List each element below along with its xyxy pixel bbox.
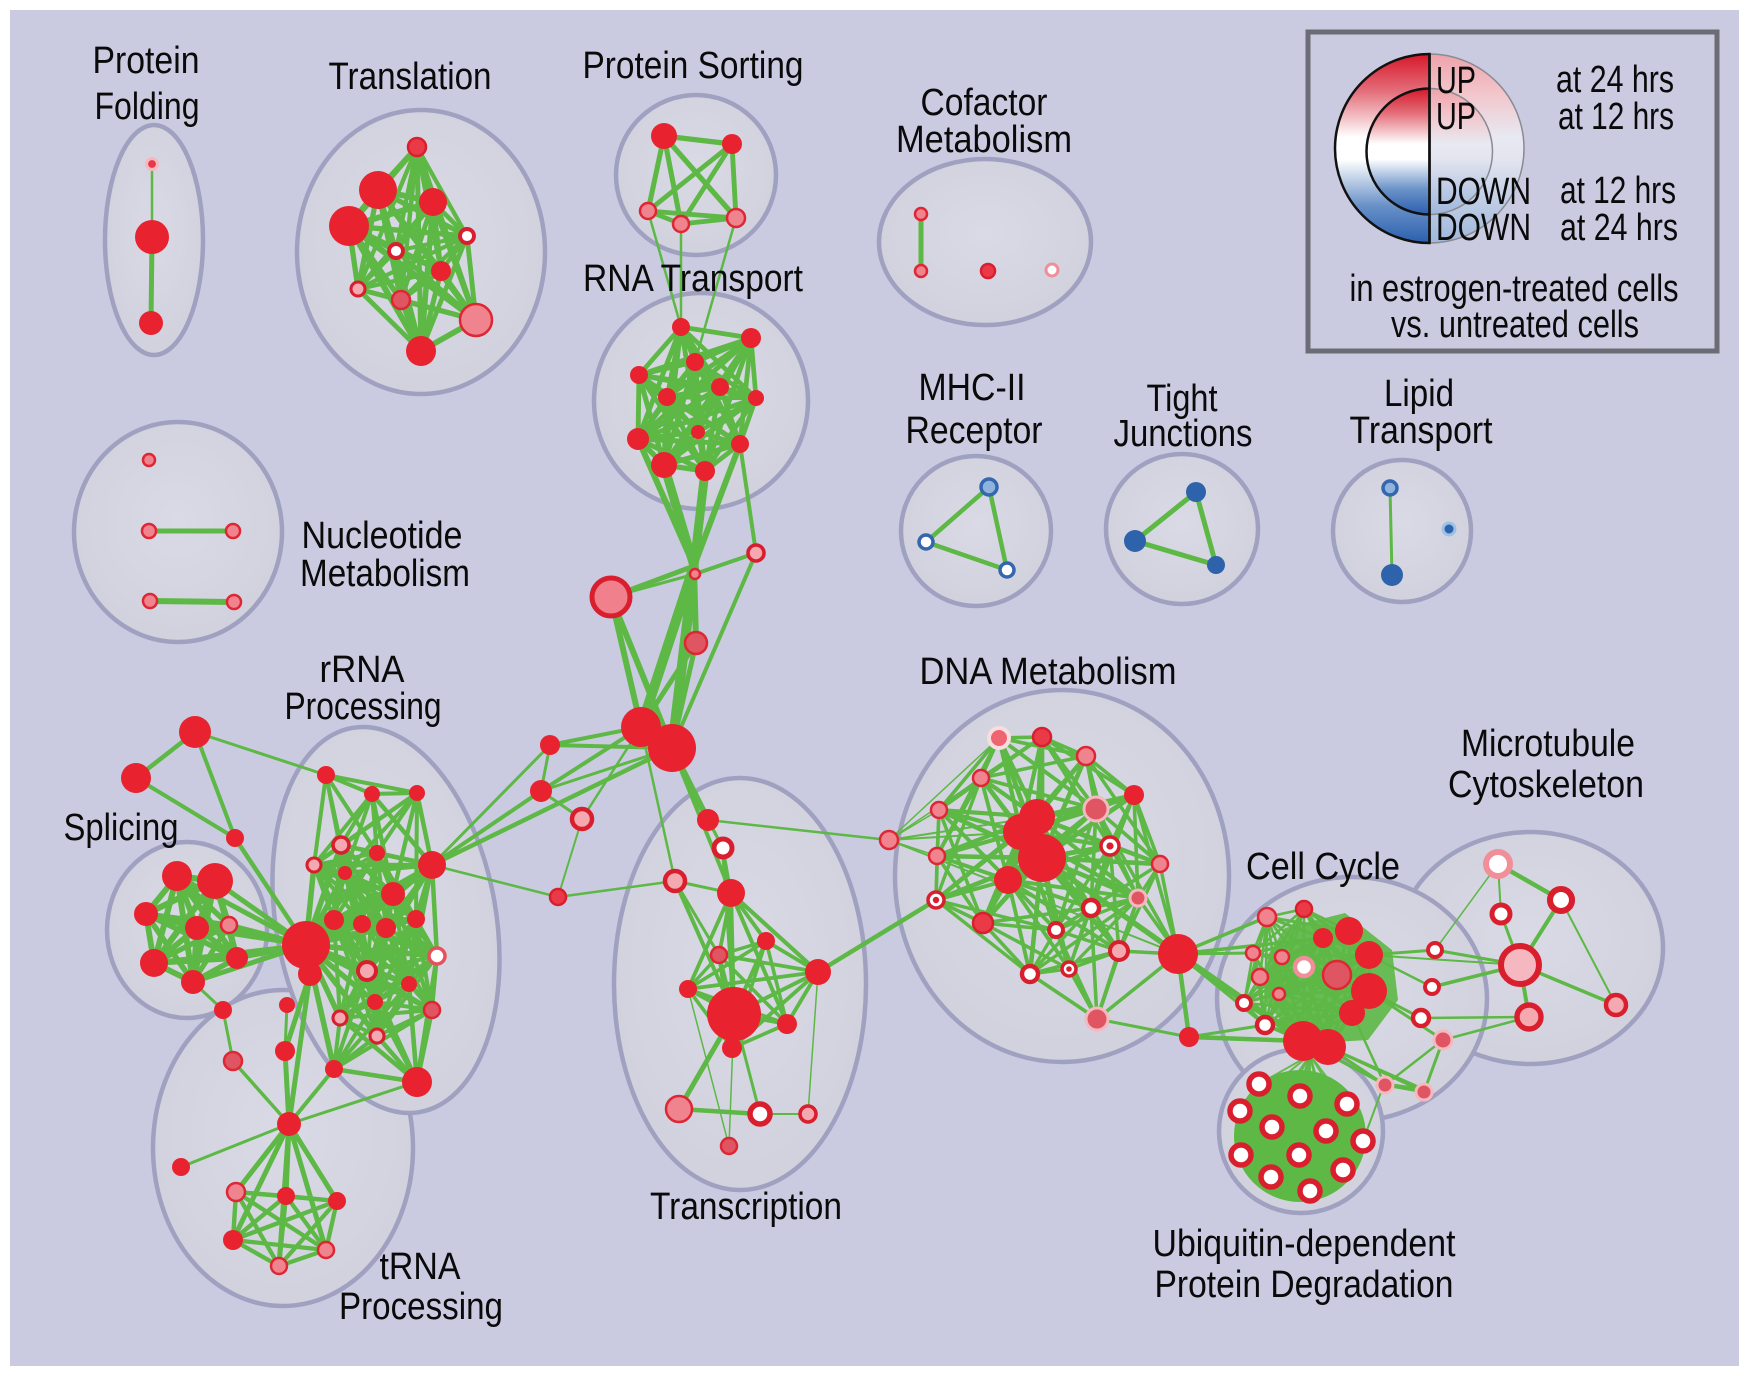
svg-text:at 24 hrs: at 24 hrs <box>1560 207 1678 249</box>
svg-text:Protein: Protein <box>93 40 200 82</box>
svg-text:Lipid: Lipid <box>1384 373 1454 415</box>
svg-text:DOWN: DOWN <box>1436 171 1531 213</box>
svg-text:Cytoskeleton: Cytoskeleton <box>1448 764 1644 806</box>
svg-text:Tight: Tight <box>1147 378 1218 420</box>
svg-text:Receptor: Receptor <box>906 410 1043 452</box>
svg-text:Translation: Translation <box>329 56 492 98</box>
svg-text:Microtubule: Microtubule <box>1461 723 1635 765</box>
svg-text:RNA Transport: RNA Transport <box>583 258 803 300</box>
svg-text:at 12 hrs: at 12 hrs <box>1558 96 1674 138</box>
svg-text:in estrogen-treated cells: in estrogen-treated cells <box>1350 268 1679 310</box>
svg-text:Junctions: Junctions <box>1114 413 1253 455</box>
svg-text:Processing: Processing <box>285 686 442 728</box>
svg-text:Ubiquitin-dependent: Ubiquitin-dependent <box>1153 1223 1456 1265</box>
svg-text:Cofactor: Cofactor <box>921 82 1048 124</box>
svg-text:DNA Metabolism: DNA Metabolism <box>920 651 1177 693</box>
svg-text:tRNA: tRNA <box>380 1246 462 1288</box>
svg-text:Splicing: Splicing <box>64 807 179 849</box>
svg-text:at 24 hrs: at 24 hrs <box>1556 59 1674 101</box>
svg-text:UP: UP <box>1436 96 1476 138</box>
svg-text:Transcription: Transcription <box>650 1186 842 1228</box>
svg-text:Processing: Processing <box>339 1286 503 1328</box>
svg-text:Protein Degradation: Protein Degradation <box>1155 1264 1454 1306</box>
svg-text:Metabolism: Metabolism <box>300 553 470 595</box>
svg-text:Cell Cycle: Cell Cycle <box>1246 846 1400 888</box>
svg-text:rRNA: rRNA <box>320 649 406 691</box>
svg-text:vs. untreated cells: vs. untreated cells <box>1391 304 1639 346</box>
svg-text:Metabolism: Metabolism <box>896 119 1072 161</box>
svg-text:Nucleotide: Nucleotide <box>302 515 463 557</box>
svg-text:Folding: Folding <box>95 86 200 128</box>
svg-text:Transport: Transport <box>1350 410 1493 452</box>
svg-text:DOWN: DOWN <box>1436 207 1531 249</box>
svg-text:at 12 hrs: at 12 hrs <box>1560 170 1676 212</box>
svg-text:MHC-II: MHC-II <box>919 367 1026 409</box>
svg-text:Protein Sorting: Protein Sorting <box>583 45 804 87</box>
svg-text:UP: UP <box>1436 60 1476 102</box>
